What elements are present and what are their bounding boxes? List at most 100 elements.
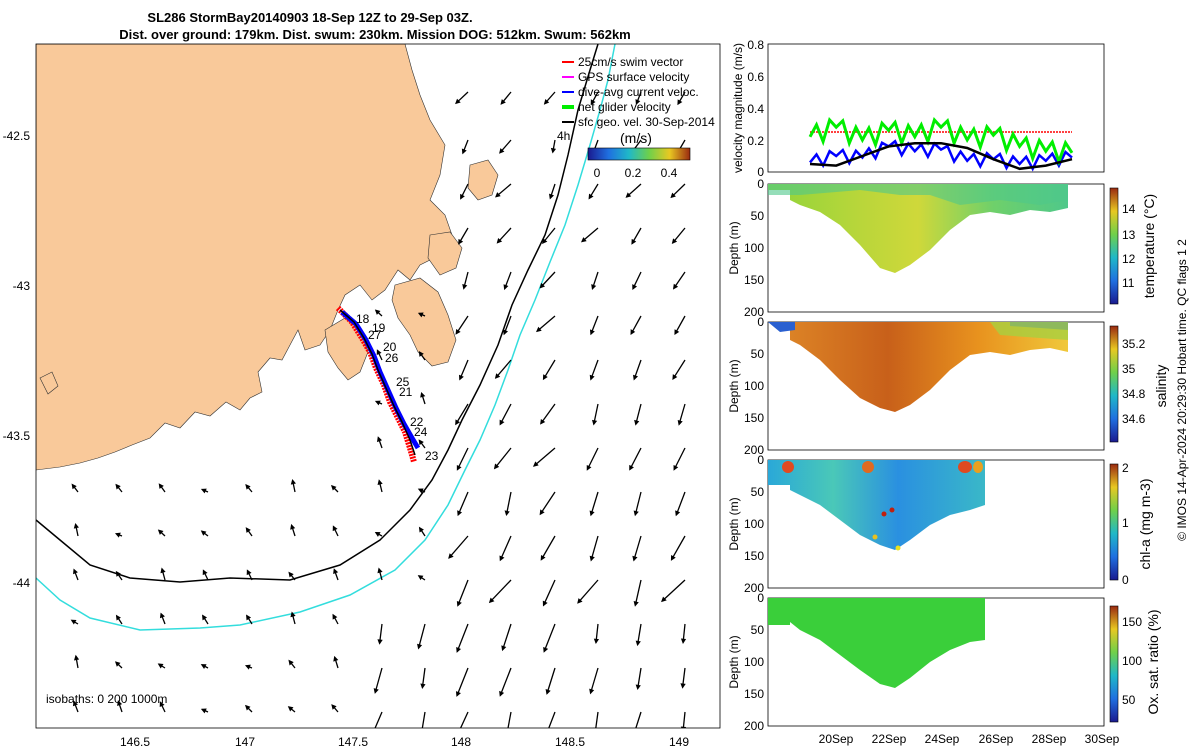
geo-arrow-head <box>540 555 546 561</box>
cbar-tick: 0 <box>1122 573 1129 587</box>
geo-arrow-head <box>376 349 382 356</box>
geo-arrow <box>495 359 512 379</box>
cbar-tick: 35 <box>1122 362 1136 376</box>
geo-arrow-head <box>71 483 77 490</box>
cbar-tick: 35.2 <box>1122 337 1146 351</box>
isobath-1000m <box>36 44 616 631</box>
geo-arrow-head <box>499 690 505 697</box>
geo-arrow-head <box>200 664 207 669</box>
cbar-tick: 34.6 <box>1122 412 1146 426</box>
geo-arrow-head <box>73 654 80 661</box>
day-label: 20 <box>383 340 397 354</box>
geo-arrow <box>590 491 599 516</box>
isobath-label: isobaths: 0 200 1000m <box>46 692 167 706</box>
geo-arrow-head <box>115 614 121 621</box>
depth-tick: 50 <box>751 209 765 223</box>
vel-y-tick: 0 <box>757 165 764 179</box>
geo-arrow-head <box>462 284 468 290</box>
cbar-label: salinity <box>1153 365 1169 408</box>
depth-tick: 100 <box>744 655 764 669</box>
geo-arrow-head <box>535 326 542 333</box>
geo-arrow-head <box>245 483 251 490</box>
salinity-panel: 0 50 100 150 200 Depth (m) 35.2 35 34.8 … <box>727 315 1169 457</box>
geo-arrow-head <box>633 510 639 517</box>
geo-arrow-head <box>200 488 207 494</box>
geo-arrow-head <box>290 611 296 618</box>
day-label: 21 <box>399 385 413 399</box>
depth-label: Depth (m) <box>727 635 741 688</box>
geo-arrow-head <box>157 663 164 669</box>
velocity-panel: 0 0.2 0.4 0.6 0.8 velocity magnitude (m/… <box>731 38 1105 179</box>
vel-y-tick: 0.8 <box>747 38 764 52</box>
time-ticks: 20Sep 22Sep 24Sep 26Sep 28Sep 30Sep <box>819 732 1120 746</box>
geo-arrow <box>457 491 469 516</box>
depth-tick: 200 <box>744 581 764 595</box>
geo-arrow-head <box>501 645 507 652</box>
geo-arrow-head <box>504 510 510 517</box>
track-line <box>339 309 416 456</box>
geo-arrow-head <box>374 400 381 406</box>
time-tick: 22Sep <box>872 732 907 746</box>
geo-arrow-head <box>677 420 683 426</box>
geo-arrow-head <box>631 238 637 245</box>
land-island-north <box>467 159 499 201</box>
map-colorbar <box>587 147 691 161</box>
legend-swim-vector: 25cm/s swim vector <box>578 55 683 69</box>
oxygen-colorbar <box>1109 605 1119 723</box>
cbar-tick: 50 <box>1122 693 1136 707</box>
depth-tick: 150 <box>744 411 764 425</box>
geo-arrow-head <box>680 638 687 644</box>
geo-arrow <box>456 447 469 470</box>
geo-arrow-head <box>73 523 79 529</box>
day-label: 27 <box>368 328 382 342</box>
geo-arrow-head <box>290 479 296 485</box>
hours-label: 4h <box>557 129 570 143</box>
cbar-tick: 1 <box>1122 516 1129 530</box>
isobath-200m <box>36 44 599 583</box>
vel-y-tick: 0.6 <box>747 70 764 84</box>
geo-arrow <box>459 711 469 728</box>
geo-arrow <box>595 711 599 728</box>
day-label: 19 <box>372 321 386 335</box>
y-tick: -44 <box>13 576 31 590</box>
geo-arrow-head <box>592 419 598 426</box>
geo-arrow-head <box>455 691 461 697</box>
geo-arrow <box>536 315 556 332</box>
geo-arrow <box>629 447 642 470</box>
geo-arrow-head <box>115 483 121 490</box>
cbar-tick: 100 <box>1122 654 1142 668</box>
geo-arrow-head <box>591 284 597 290</box>
land-tasman-peninsula <box>391 277 457 367</box>
geo-arrow-head <box>506 730 509 733</box>
geo-arrow-head <box>458 238 464 245</box>
geo-arrow-head <box>674 329 680 336</box>
geo-arrow-head <box>377 436 383 443</box>
geo-arrow-head <box>455 328 461 335</box>
geo-arrow-head <box>494 373 501 379</box>
geo-arrow-head <box>542 238 548 244</box>
geo-arrow-head <box>377 639 383 645</box>
geo-arrow-head <box>634 419 640 426</box>
geo-arrow-head <box>202 569 208 576</box>
geo-arrow-head <box>70 619 77 625</box>
geo-arrow <box>675 491 686 516</box>
map-panel: 18 19 27 20 26 25 21 22 24 23 25cm/s swi… <box>3 43 721 749</box>
geo-arrow-head <box>246 614 252 621</box>
depth-tick: 100 <box>744 379 764 393</box>
geo-arrow-head <box>673 464 679 471</box>
depth-tick: 50 <box>751 623 765 637</box>
section-panels: 0 50 100 150 200 Depth (m) 14 13 12 11 t… <box>727 177 1169 746</box>
geo-arrow-head <box>370 737 373 741</box>
map-legend: 25cm/s swim vector GPS surface velocity … <box>557 55 715 180</box>
depth-tick: 0 <box>757 177 764 191</box>
geo-arrow <box>540 535 556 560</box>
depth-label: Depth (m) <box>727 359 741 412</box>
geo-arrow-head <box>333 568 339 574</box>
depth-tick: 150 <box>744 549 764 563</box>
time-tick: 24Sep <box>925 732 960 746</box>
geo-arrow <box>577 579 599 604</box>
oxygen-panel: 0 50 100 150 200 Depth (m) 150 100 50 Ox… <box>727 591 1161 733</box>
temperature-panel: 0 50 100 150 200 Depth (m) 14 13 12 11 t… <box>727 177 1157 319</box>
geo-arrow-head <box>420 391 426 398</box>
